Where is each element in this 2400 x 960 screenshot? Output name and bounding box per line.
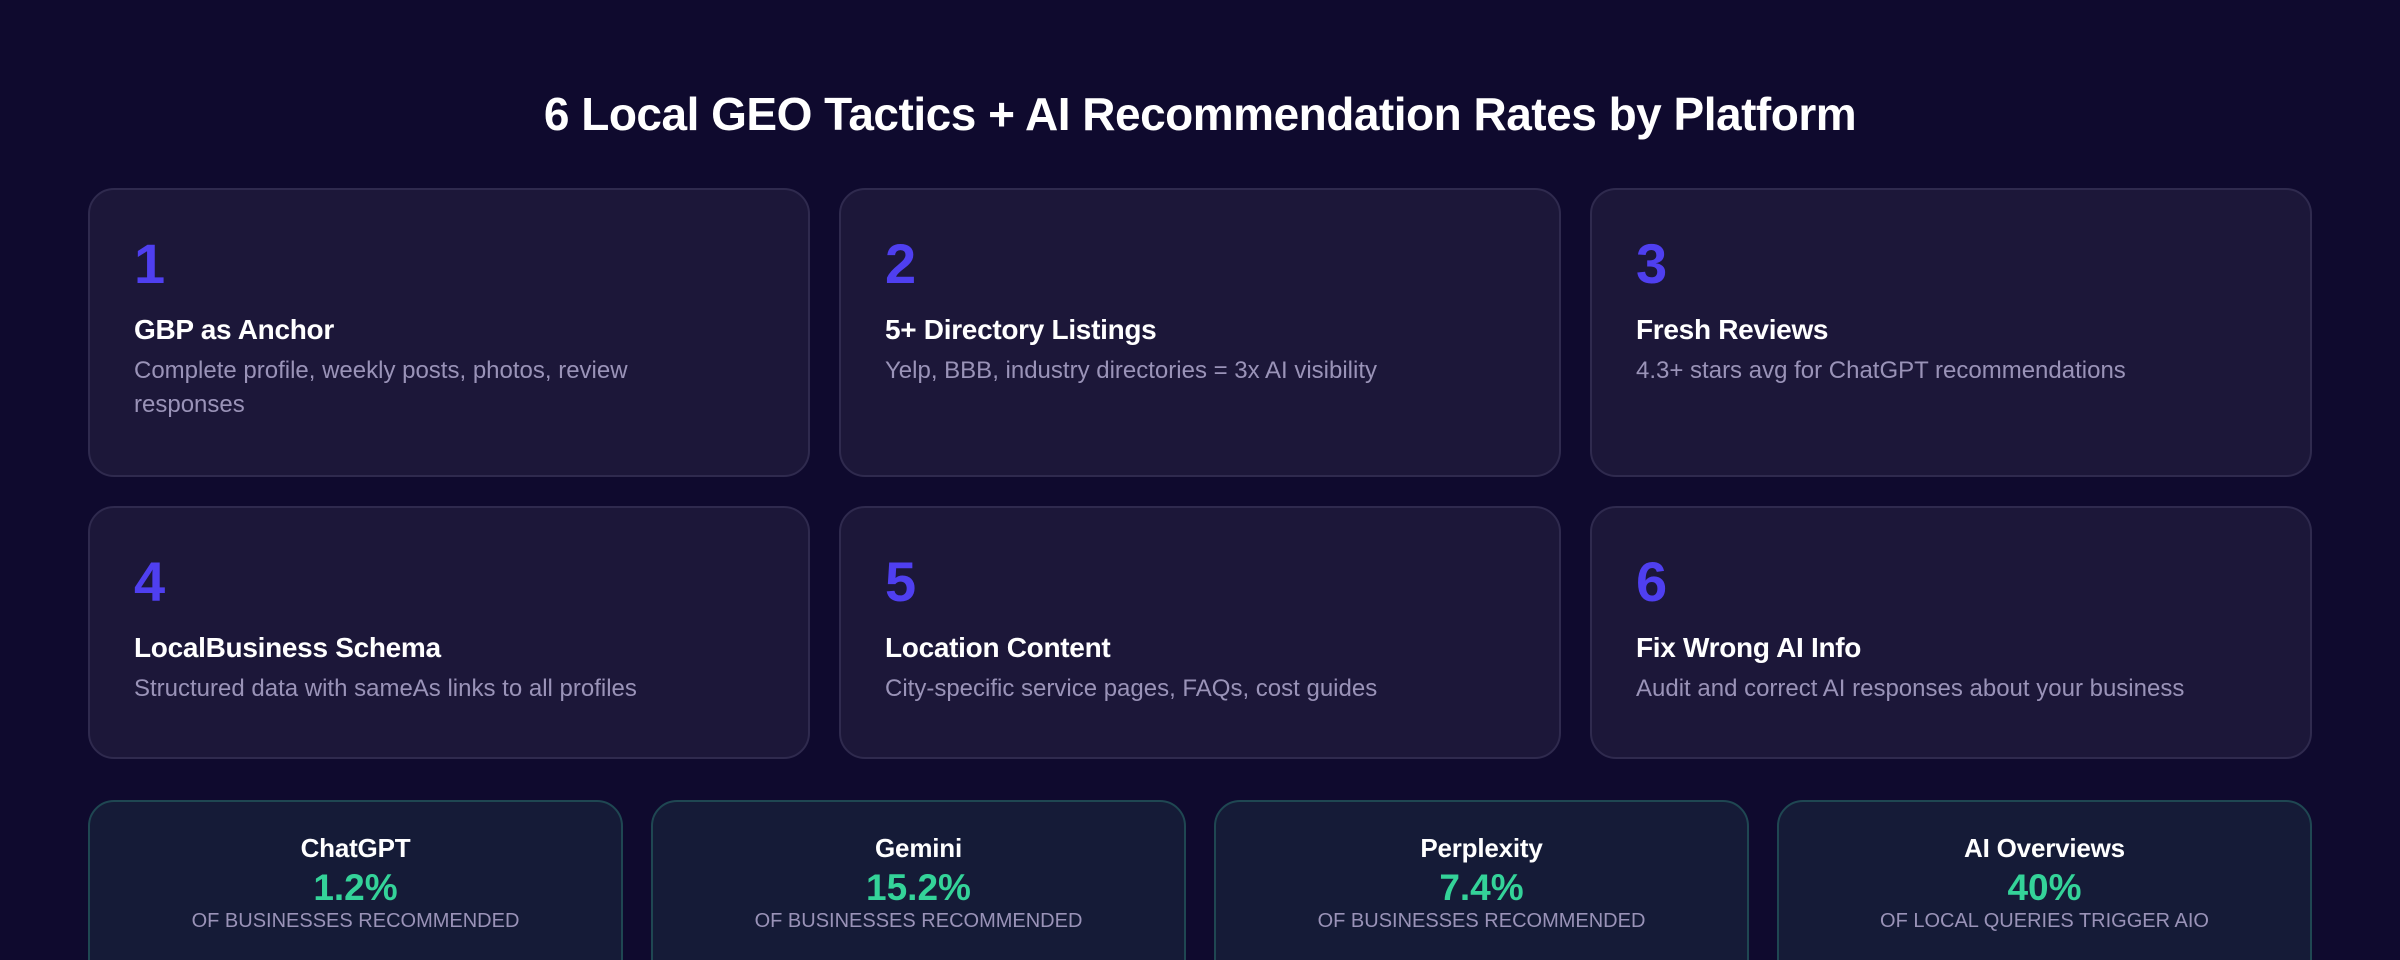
tactic-title: GBP as Anchor — [134, 314, 334, 345]
tactic-card-2: 2 5+ Directory Listings Yelp, BBB, indus… — [839, 188, 1561, 477]
tactic-card-6: 6 Fix Wrong AI Info Audit and correct AI… — [1590, 506, 2312, 759]
stat-card-gemini: Gemini 15.2% of businesses recommended — [651, 800, 1186, 960]
platform-stats-row: ChatGPT 1.2% of businesses recommended G… — [88, 800, 2312, 960]
platform-rate: 15.2% — [866, 867, 971, 908]
tactic-number: 6 — [1636, 550, 1667, 613]
platform-caption: of businesses recommended — [1317, 910, 1646, 932]
platform-caption: of local queries trigger AIO — [1880, 910, 2209, 932]
stat-card-ai-overviews: AI Overviews 40% of local queries trigge… — [1777, 800, 2312, 960]
tactic-description: Structured data with sameAs links to all… — [134, 675, 637, 702]
tactic-description: Audit and correct AI responses about you… — [1636, 675, 2185, 702]
platform-name: Gemini — [875, 833, 962, 863]
platform-caption: of businesses recommended — [191, 910, 520, 932]
tactic-card-3: 3 Fresh Reviews 4.3+ stars avg for ChatG… — [1590, 188, 2312, 477]
tactic-card-1: 1 GBP as Anchor Complete profile, weekly… — [88, 188, 810, 477]
platform-name: Perplexity — [1420, 833, 1543, 863]
tactic-number: 1 — [134, 232, 165, 295]
platform-name: ChatGPT — [300, 833, 411, 863]
tactic-title: 5+ Directory Listings — [885, 314, 1157, 345]
tactic-description: Yelp, BBB, industry directories = 3x AI … — [885, 357, 1377, 384]
stat-card-perplexity: Perplexity 7.4% of businesses recommende… — [1214, 800, 1749, 960]
tactics-grid: 1 GBP as Anchor Complete profile, weekly… — [88, 188, 2312, 759]
platform-caption: of businesses recommended — [754, 910, 1083, 932]
platform-rate: 40% — [2007, 867, 2082, 908]
tactic-number: 3 — [1636, 232, 1667, 295]
tactic-description: City-specific service pages, FAQs, cost … — [885, 675, 1378, 702]
tactic-description: Complete profile, weekly posts, photos, … — [134, 357, 628, 418]
tactic-card-5: 5 Location Content City-specific service… — [839, 506, 1561, 759]
platform-rate: 7.4% — [1439, 867, 1524, 908]
tactic-number: 5 — [885, 550, 916, 613]
tactic-number: 4 — [134, 550, 165, 613]
platform-rate: 1.2% — [313, 867, 398, 908]
platform-name: AI Overviews — [1964, 833, 2125, 863]
stat-card-chatgpt: ChatGPT 1.2% of businesses recommended — [88, 800, 623, 960]
tactic-title: LocalBusiness Schema — [134, 632, 441, 663]
tactic-title: Fresh Reviews — [1636, 314, 1829, 345]
tactic-title: Fix Wrong AI Info — [1636, 632, 1862, 663]
tactic-number: 2 — [885, 232, 916, 295]
tactic-card-4: 4 LocalBusiness Schema Structured data w… — [88, 506, 810, 759]
page-title: 6 Local GEO Tactics + AI Recommendation … — [543, 88, 1857, 140]
tactic-title: Location Content — [885, 632, 1111, 663]
tactic-description: 4.3+ stars avg for ChatGPT recommendatio… — [1636, 357, 2126, 384]
